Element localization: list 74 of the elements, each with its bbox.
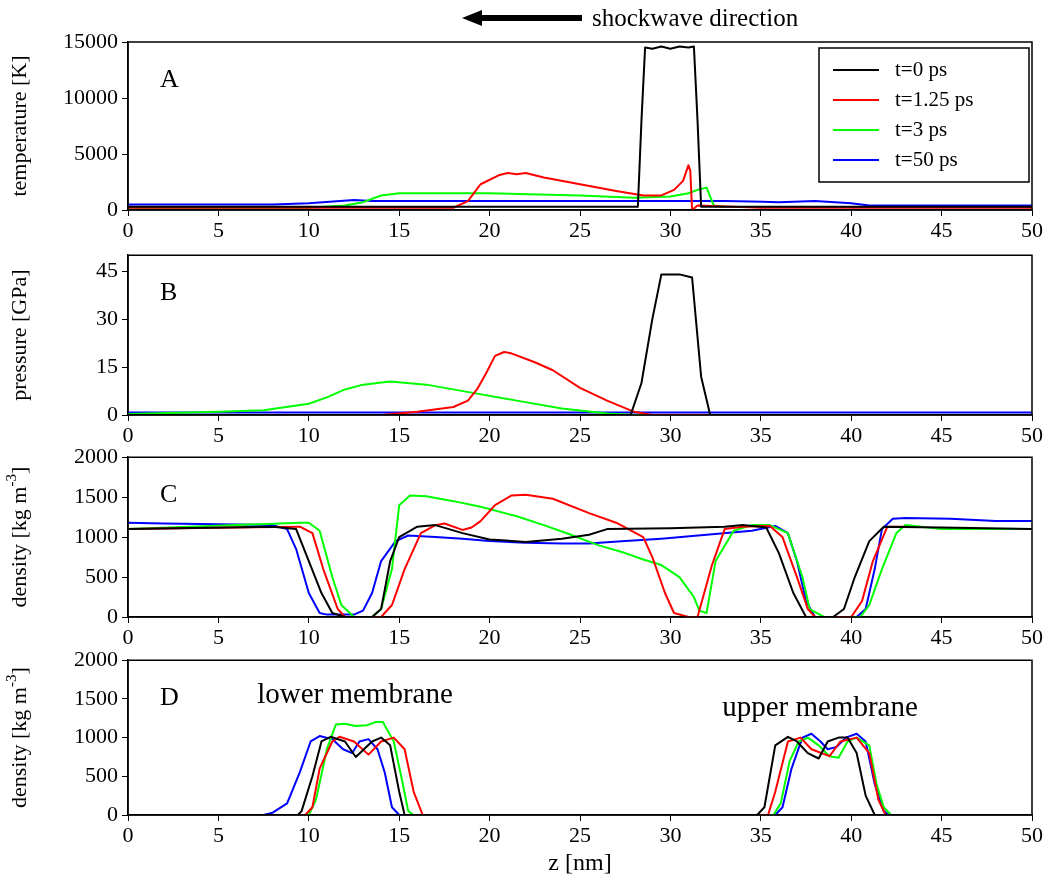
x-tick-label: 20 <box>478 821 501 847</box>
x-tick-label: 40 <box>840 216 863 242</box>
annotation: upper membrane <box>722 689 918 722</box>
y-tick-label: 0 <box>107 400 118 426</box>
x-tick-label: 5 <box>212 623 224 649</box>
x-tick-label: 20 <box>478 216 501 242</box>
x-tick-label: 10 <box>297 821 320 847</box>
x-tick-label: 10 <box>297 421 320 447</box>
x-tick-label: 10 <box>297 216 320 242</box>
annotation: lower membrane <box>257 676 453 709</box>
y-tick-label: 2000 <box>74 442 118 468</box>
x-tick-label: 50 <box>1021 821 1043 847</box>
x-tick-label: 35 <box>749 821 772 847</box>
y-axis-title: density [kg m-3] <box>2 667 31 809</box>
x-tick-label: 15 <box>388 216 411 242</box>
y-tick-label: 10000 <box>63 83 118 109</box>
text: C <box>160 479 178 509</box>
x-tick-label: 45 <box>930 216 953 242</box>
text: D <box>160 682 179 712</box>
y-tick-label: 1000 <box>74 522 118 548</box>
y-axis-title: density [kg m-3] <box>2 466 31 608</box>
x-tick-label: 30 <box>659 821 682 847</box>
x-tick-label: 35 <box>749 623 772 649</box>
text: A <box>160 63 179 93</box>
y-axis-title: temperature [K] <box>5 55 31 197</box>
y-axis-title: pressure [GPa] <box>5 269 31 401</box>
legend-label: t=50 ps <box>895 146 958 171</box>
x-tick-label: 20 <box>478 623 501 649</box>
x-axis-title: z [nm] <box>548 848 612 875</box>
y-tick-label: 30 <box>96 304 118 330</box>
x-tick-label: 10 <box>297 623 320 649</box>
y-tick-label: 0 <box>107 602 118 628</box>
x-tick-label: 15 <box>388 821 411 847</box>
x-tick-label: 5 <box>212 421 224 447</box>
y-tick-label: 45 <box>96 256 118 282</box>
y-tick-label: 5000 <box>74 139 118 165</box>
x-tick-label: 50 <box>1021 216 1043 242</box>
y-tick-label: 2000 <box>74 645 118 671</box>
legend-label: t=3 ps <box>895 116 948 141</box>
y-tick-label: 500 <box>85 762 118 788</box>
x-tick-label: 25 <box>569 216 591 242</box>
x-tick-label: 30 <box>659 421 682 447</box>
x-tick-label: 15 <box>388 421 411 447</box>
x-tick-label: 25 <box>569 421 591 447</box>
x-tick-label: 40 <box>840 421 863 447</box>
y-tick-label: 500 <box>85 562 118 588</box>
y-tick-label: 15000 <box>63 27 118 53</box>
x-tick-label: 35 <box>749 216 772 242</box>
x-tick-label: 35 <box>749 421 772 447</box>
text: shockwave direction <box>592 4 799 32</box>
y-tick-label: 1500 <box>74 482 118 508</box>
x-tick-label: 30 <box>659 216 682 242</box>
x-tick-label: 15 <box>388 623 411 649</box>
y-tick-label: 1000 <box>74 723 118 749</box>
x-tick-label: 20 <box>478 421 501 447</box>
y-tick-label: 15 <box>96 352 118 378</box>
y-tick-label: 0 <box>107 800 118 826</box>
x-tick-label: 25 <box>569 821 591 847</box>
legend-label: t=1.25 ps <box>895 86 974 111</box>
x-tick-label: 5 <box>212 216 224 242</box>
x-tick-label: 50 <box>1021 623 1043 649</box>
x-tick-label: 45 <box>930 821 953 847</box>
legend-label: t=0 ps <box>895 56 948 81</box>
x-tick-label: 25 <box>569 623 591 649</box>
x-tick-label: 30 <box>659 623 682 649</box>
x-tick-label: 45 <box>930 421 953 447</box>
text: B <box>160 277 178 307</box>
y-tick-label: 1500 <box>74 684 118 710</box>
x-tick-label: 40 <box>840 623 863 649</box>
y-tick-label: 0 <box>107 195 118 221</box>
x-tick-label: 5 <box>212 821 224 847</box>
x-tick-label: 45 <box>930 623 953 649</box>
x-tick-label: 50 <box>1021 421 1043 447</box>
x-tick-label: 40 <box>840 821 863 847</box>
